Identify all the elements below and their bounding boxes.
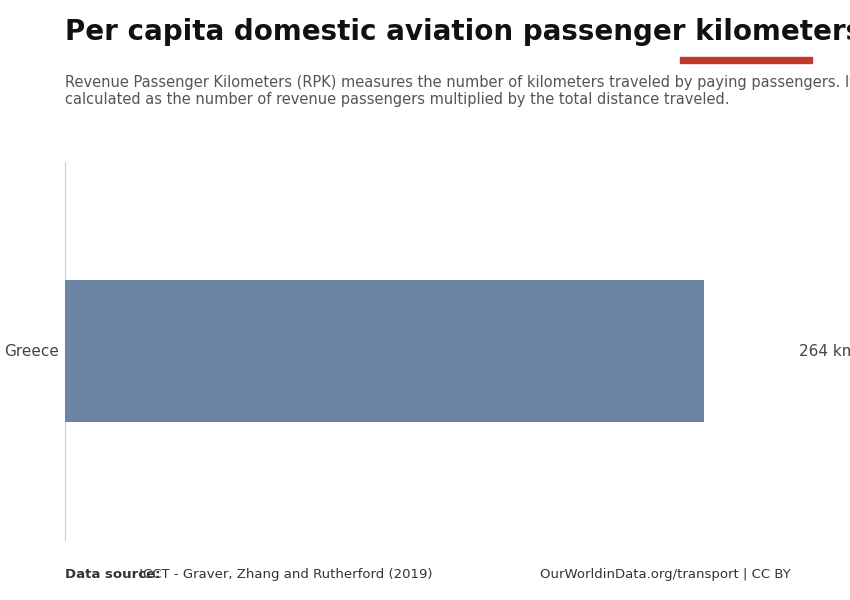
Text: ICCT - Graver, Zhang and Rutherford (2019): ICCT - Graver, Zhang and Rutherford (201… (135, 568, 433, 581)
Text: in Data: in Data (723, 40, 768, 49)
Text: Per capita domestic aviation passenger kilometers, 2018: Per capita domestic aviation passenger k… (65, 18, 850, 46)
Text: 264 km: 264 km (799, 343, 850, 358)
Text: Greece: Greece (4, 343, 59, 358)
Text: Our World: Our World (714, 23, 778, 32)
Text: OurWorldinData.org/transport | CC BY: OurWorldinData.org/transport | CC BY (540, 568, 790, 581)
Bar (680, 57, 812, 63)
Text: Data source:: Data source: (65, 568, 160, 581)
Bar (65, 280, 704, 422)
Text: Revenue Passenger Kilometers (RPK) measures the number of kilometers traveled by: Revenue Passenger Kilometers (RPK) measu… (65, 75, 850, 107)
